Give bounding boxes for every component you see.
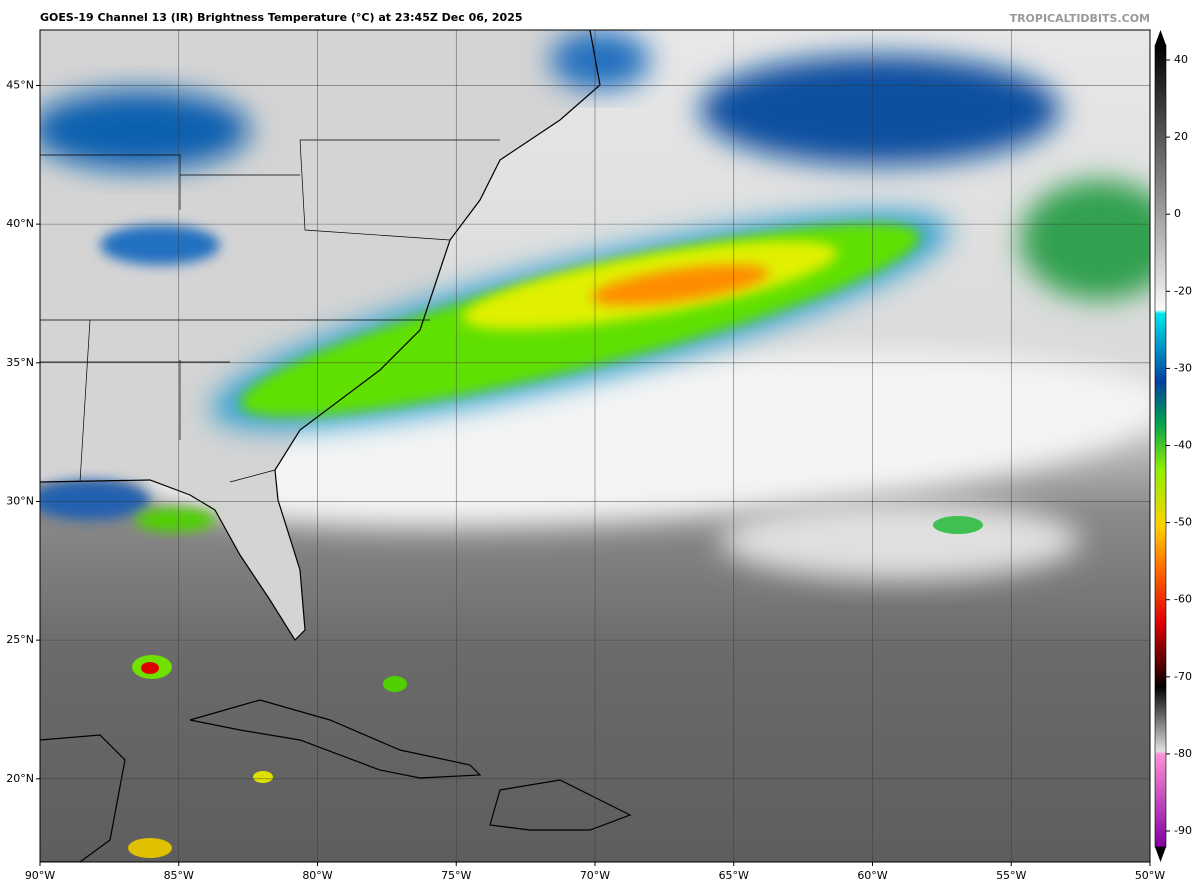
lon-tick-label: 55°W: [996, 869, 1026, 882]
cloud: [40, 90, 250, 170]
cloud: [590, 264, 770, 306]
cloud: [40, 480, 150, 520]
cloud: [100, 225, 220, 265]
colorbar-tick-label: -80: [1174, 747, 1192, 760]
cloud: [128, 838, 172, 858]
cloud: [1020, 180, 1150, 300]
cloud: [141, 662, 159, 674]
coastline: [40, 30, 601, 641]
colorbar-tick-label: 0: [1174, 207, 1181, 220]
state-border: [40, 139, 500, 483]
cloud: [550, 30, 650, 90]
lat-tick-label: 35°N: [6, 356, 34, 369]
coastline: [40, 734, 126, 862]
lon-tick-label: 80°W: [302, 869, 332, 882]
lon-tick-label: 70°W: [580, 869, 610, 882]
lon-tick-label: 85°W: [164, 869, 194, 882]
lon-tick-label: 60°W: [857, 869, 887, 882]
coastline: [189, 699, 482, 779]
cloud: [700, 55, 1060, 165]
lat-tick-label: 30°N: [6, 494, 34, 507]
colorbar-tick-label: -30: [1174, 361, 1192, 374]
colorbar-tick-label: 20: [1174, 130, 1188, 143]
colorbar: [1154, 44, 1167, 848]
cloud: [720, 500, 1080, 580]
colorbar-tick-label: -40: [1174, 439, 1192, 452]
cloud: [933, 516, 983, 534]
colorbar-tick-label: -60: [1174, 593, 1192, 606]
colorbar-tick-label: -90: [1174, 824, 1192, 837]
lat-tick-label: 20°N: [6, 772, 34, 785]
lon-tick-label: 90°W: [25, 869, 55, 882]
colorbar-tick-label: -70: [1174, 670, 1192, 683]
credit: TROPICALTIDBITS.COM: [1010, 12, 1150, 25]
lat-tick-label: 25°N: [6, 633, 34, 646]
colorbar-tick-label: -20: [1174, 284, 1192, 297]
colorbar-tick-label: 40: [1174, 53, 1188, 66]
lon-tick-label: 50°W: [1135, 869, 1165, 882]
cloud: [135, 508, 215, 532]
lat-tick-label: 45°N: [6, 78, 34, 91]
lon-tick-label: 75°W: [441, 869, 471, 882]
lon-tick-label: 65°W: [719, 869, 749, 882]
colorbar-tick-label: -50: [1174, 516, 1192, 529]
map-title: GOES-19 Channel 13 (IR) Brightness Tempe…: [40, 11, 523, 24]
cloud: [253, 771, 273, 783]
cloud: [383, 676, 407, 692]
satellite-map: [40, 30, 1150, 862]
lat-tick-label: 40°N: [6, 217, 34, 230]
coastline: [489, 779, 632, 831]
